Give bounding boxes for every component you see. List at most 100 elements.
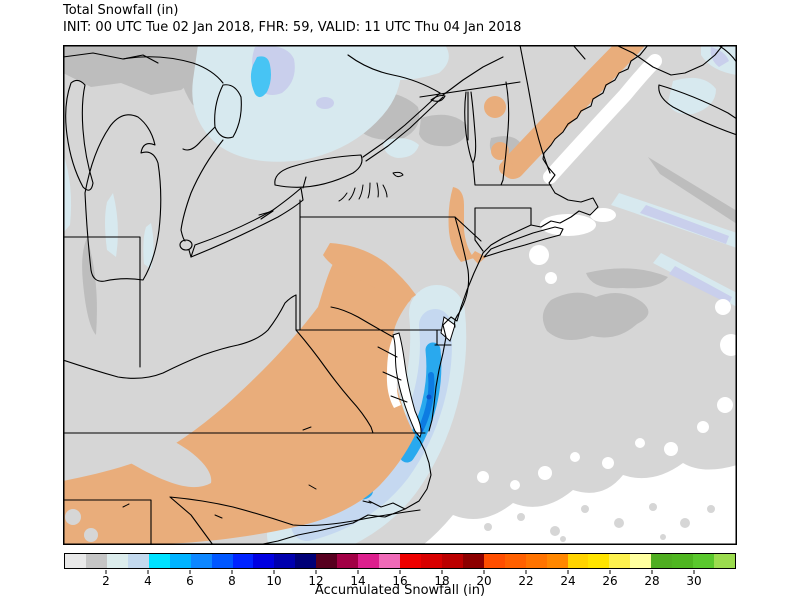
colorbar-cell	[567, 554, 589, 568]
colorbar-tickmark	[147, 570, 149, 574]
coastline-nj-delmarva	[428, 252, 484, 432]
colorbar-cell	[65, 554, 86, 568]
state-borders-mid	[295, 199, 482, 346]
colorbar-tickmark	[399, 570, 401, 574]
ottawa-river	[347, 54, 441, 94]
colorbar-tickmark	[567, 570, 569, 574]
long-point	[258, 210, 274, 220]
bruce-peninsula	[182, 126, 216, 151]
colorbar-tick-label: 16	[392, 574, 408, 588]
colorbar-tick-label: 30	[686, 574, 702, 588]
lake-erie-north-shore	[190, 187, 304, 258]
colorbar-cell	[274, 554, 296, 568]
new-brunswick-coast	[615, 45, 724, 76]
colorbar-cell	[232, 554, 254, 568]
colorbar-cell	[630, 554, 652, 568]
colorbar-tick-label: 10	[266, 574, 282, 588]
lake-erie-south-shore	[190, 199, 304, 258]
state-borders-west	[63, 236, 297, 379]
page-title: Total Snowfall (in)	[63, 3, 179, 18]
colorbar-tick-label: 14	[350, 574, 366, 588]
colorbar-cell	[483, 554, 505, 568]
colorbar-cell	[546, 554, 568, 568]
colorbar-tickmark	[273, 570, 275, 574]
colorbar-cell	[211, 554, 233, 568]
colorbar-ticks: 2 4 6 8 10 12 14 16 18 20 22 24 26 28 30	[64, 569, 736, 591]
lake-effect-blob	[250, 56, 271, 98]
chesapeake-bay	[392, 332, 422, 438]
colorbar-cell	[169, 554, 191, 568]
map-frame	[63, 45, 737, 545]
colorbar-tick-label: 4	[144, 574, 152, 588]
colorbar-tickmark	[525, 570, 527, 574]
bay-tributaries	[377, 346, 408, 403]
colorbar-cell	[420, 554, 442, 568]
map-svg	[63, 45, 737, 545]
michigan-mitten	[84, 114, 162, 282]
gray-overlays	[63, 397, 212, 542]
colorbar-cell	[651, 554, 673, 568]
colorbar-cell	[672, 554, 694, 568]
colorbar-tick-label: 26	[602, 574, 618, 588]
colorbar-cell	[609, 554, 631, 568]
colorbar	[64, 553, 736, 569]
colorbar-cell	[504, 554, 526, 568]
colorbar-tick-label: 20	[476, 574, 492, 588]
colorbar-cell	[693, 554, 715, 568]
colorbar-axis-label: Accumulated Snowfall (in)	[314, 583, 486, 598]
colorbar-cell	[400, 554, 421, 568]
colorbar-cell	[525, 554, 547, 568]
colorbar-cell	[588, 554, 610, 568]
finger-lakes	[338, 171, 404, 202]
map-panel	[63, 45, 737, 545]
colorbar-tickmark	[483, 570, 485, 574]
state-borders-south	[63, 329, 426, 545]
colorbar-cell	[85, 554, 107, 568]
niagara-river	[302, 176, 307, 189]
colorbar-cell	[714, 554, 735, 568]
lake-michigan	[65, 79, 94, 191]
lake-huron-north-shore	[122, 56, 224, 84]
colorbar-tickmark	[441, 570, 443, 574]
colorbar-tick-label: 22	[518, 574, 534, 588]
coastline-and-borders	[63, 45, 737, 545]
colorbar-tickmark	[189, 570, 191, 574]
border-45n	[419, 81, 521, 98]
subtitle-init-valid: INIT: 00 UTC Tue 02 Jan 2018, FHR: 59, V…	[63, 20, 522, 35]
colorbar-cell	[337, 554, 359, 568]
state-borders-ne	[467, 45, 586, 252]
lake-st-clair	[179, 239, 193, 251]
colorbar-tickmark	[609, 570, 611, 574]
se-river-marks	[122, 426, 372, 519]
colorbar-cell	[106, 554, 128, 568]
colorbar-cell	[462, 554, 484, 568]
st-lawrence	[362, 56, 504, 162]
colorbar-tickmark	[693, 570, 695, 574]
colorbar-tickmark	[357, 570, 359, 574]
potomac-river	[330, 306, 394, 338]
montreal-island	[430, 94, 446, 102]
colorbar-cell	[441, 554, 463, 568]
nova-scotia	[658, 84, 737, 136]
colorbar-cell	[358, 554, 380, 568]
colorbar-cell	[316, 554, 338, 568]
colorbar-cell	[295, 554, 317, 568]
colorbar-tickmark	[651, 570, 653, 574]
colorbar-tick-label: 6	[186, 574, 194, 588]
colorbar-cells	[65, 554, 735, 568]
colorbar-cell	[379, 554, 400, 568]
colorbar-tick-label: 2	[102, 574, 110, 588]
georgian-bay	[214, 84, 242, 139]
colorbar-tickmark	[105, 570, 107, 574]
colorbar-cell	[190, 554, 212, 568]
colorbar-cell	[148, 554, 170, 568]
colorbar-tick-label: 24	[560, 574, 576, 588]
colorbar-tick-label: 28	[644, 574, 660, 588]
colorbar-tick-label: 12	[308, 574, 324, 588]
coastline-va-nc-sc	[257, 436, 432, 545]
colorbar-cell	[127, 554, 149, 568]
lake-ontario	[274, 154, 363, 188]
colorbar-cell	[253, 554, 275, 568]
long-island	[483, 226, 564, 258]
